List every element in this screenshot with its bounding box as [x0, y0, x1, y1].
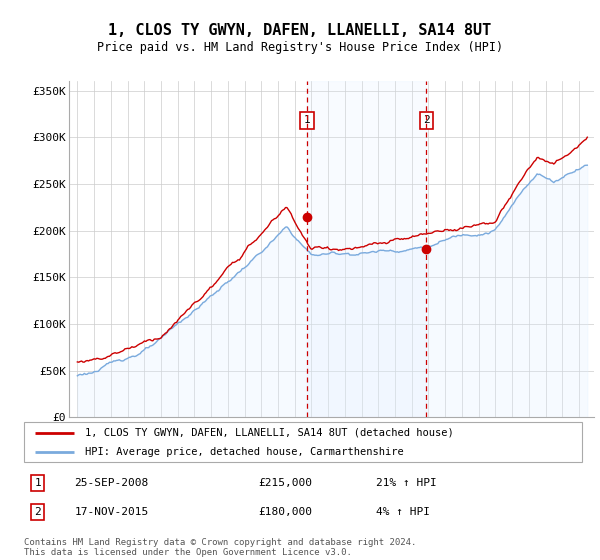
Text: 2: 2 [35, 507, 41, 517]
Text: 4% ↑ HPI: 4% ↑ HPI [376, 507, 430, 517]
Text: Price paid vs. HM Land Registry's House Price Index (HPI): Price paid vs. HM Land Registry's House … [97, 41, 503, 54]
Text: 17-NOV-2015: 17-NOV-2015 [74, 507, 148, 517]
Text: 1: 1 [35, 478, 41, 488]
Text: HPI: Average price, detached house, Carmarthenshire: HPI: Average price, detached house, Carm… [85, 447, 404, 457]
Text: Contains HM Land Registry data © Crown copyright and database right 2024.
This d: Contains HM Land Registry data © Crown c… [24, 538, 416, 557]
Bar [307, 81, 427, 417]
Text: 1: 1 [304, 115, 310, 125]
Text: 21% ↑ HPI: 21% ↑ HPI [376, 478, 436, 488]
Text: £215,000: £215,000 [259, 478, 313, 488]
Text: 1, CLOS TY GWYN, DAFEN, LLANELLI, SA14 8UT: 1, CLOS TY GWYN, DAFEN, LLANELLI, SA14 8… [109, 24, 491, 38]
Text: 2: 2 [423, 115, 430, 125]
Text: 25-SEP-2008: 25-SEP-2008 [74, 478, 148, 488]
FancyBboxPatch shape [24, 422, 582, 462]
Text: £180,000: £180,000 [259, 507, 313, 517]
Text: 1, CLOS TY GWYN, DAFEN, LLANELLI, SA14 8UT (detached house): 1, CLOS TY GWYN, DAFEN, LLANELLI, SA14 8… [85, 428, 454, 438]
